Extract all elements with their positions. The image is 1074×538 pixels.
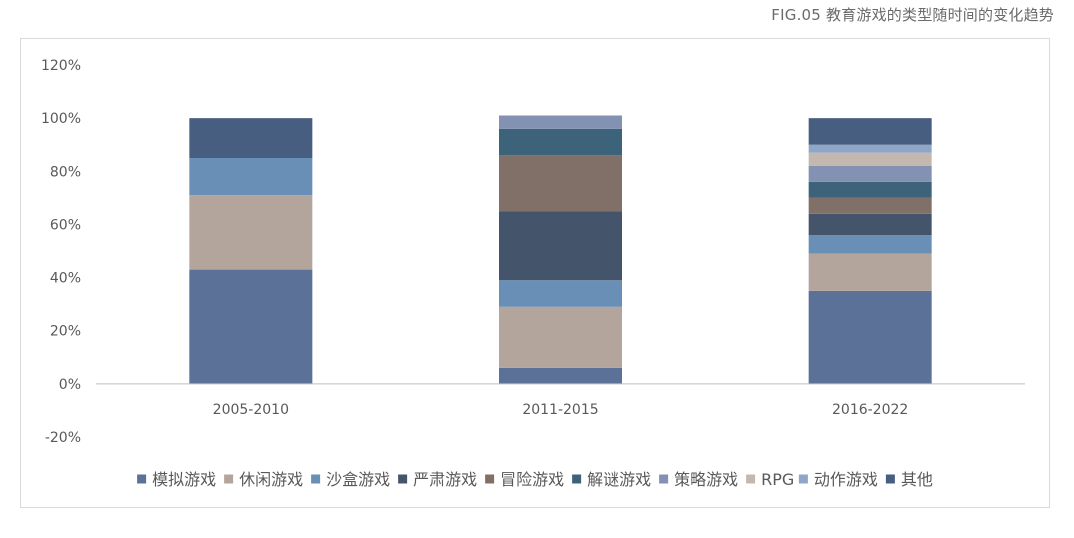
bar-segment: [189, 158, 313, 196]
bar-segment: [499, 155, 622, 212]
bar-segment: [808, 144, 932, 153]
legend-label: 策略游戏: [674, 470, 738, 489]
bar-segment: [808, 213, 932, 236]
legend-label: 沙盒游戏: [326, 470, 390, 489]
stacked-bar-chart: 120% 100% 80% 60% 40% 20% 0% -20% 2005-2010 2011…: [41, 58, 1025, 489]
bar-segment: [189, 118, 313, 158]
bar-segment: [808, 253, 932, 291]
bar-segment: [499, 128, 622, 156]
x-tick-label: 2011-2015: [522, 402, 598, 418]
bar-segment: [189, 269, 313, 384]
bar-segment: [499, 115, 622, 129]
legend-label: 严肃游戏: [413, 470, 477, 489]
bar-segment: [499, 211, 622, 281]
y-tick-label: 100%: [41, 111, 81, 127]
legend: 模拟游戏 休闲游戏 沙盒游戏 严肃游戏 冒险游戏 解谜游戏 策略游戏 RPG 动作游戏 其他: [137, 470, 933, 489]
bar-segment: [808, 118, 932, 145]
legend-swatch: [224, 474, 234, 484]
x-tick-label: 2005-2010: [213, 402, 289, 418]
legend-label: RPG: [761, 470, 794, 489]
legend-swatch: [885, 474, 895, 484]
y-tick-label: 0%: [59, 377, 81, 393]
legend-swatch: [659, 474, 669, 484]
legend-label: 其他: [901, 470, 933, 489]
bar-segment: [499, 280, 622, 307]
x-tick-label: 2016-2022: [832, 402, 908, 418]
legend-label: 冒险游戏: [500, 470, 564, 489]
legend-swatch: [798, 474, 808, 484]
y-tick-label: 60%: [50, 217, 81, 233]
bar-segment: [189, 195, 313, 270]
y-tick-label: 80%: [50, 164, 81, 180]
legend-swatch: [572, 474, 582, 484]
bar-segment: [499, 306, 622, 368]
legend-label: 动作游戏: [814, 470, 878, 489]
bar-segment: [808, 165, 932, 182]
legend-swatch: [311, 474, 321, 484]
bar-segment: [808, 235, 932, 254]
legend-label: 模拟游戏: [152, 470, 216, 489]
legend-label: 解谜游戏: [587, 470, 651, 489]
bars: [189, 115, 932, 384]
y-tick-label: 40%: [50, 271, 81, 287]
bar-segment: [808, 197, 932, 214]
x-axis: 2005-2010 2011-2015 2016-2022: [96, 383, 1025, 418]
figure-title: FIG.05 教育游戏的类型随时间的变化趋势: [771, 6, 1054, 24]
y-tick-label: 120%: [41, 58, 81, 74]
bar-segment: [808, 290, 932, 384]
legend-swatch: [398, 474, 408, 484]
legend-swatch: [485, 474, 495, 484]
legend-label: 休闲游戏: [239, 470, 303, 489]
bar-segment: [808, 181, 932, 198]
y-tick-label: -20%: [45, 430, 81, 446]
chart-frame: 120% 100% 80% 60% 40% 20% 0% -20% 2005-2010 2011…: [20, 38, 1050, 508]
legend-swatch: [746, 474, 756, 484]
y-tick-label: 20%: [50, 324, 81, 340]
y-axis: 120% 100% 80% 60% 40% 20% 0% -20%: [41, 58, 81, 446]
bar-segment: [499, 367, 622, 384]
bar-segment: [808, 152, 932, 166]
legend-swatch: [137, 474, 147, 484]
